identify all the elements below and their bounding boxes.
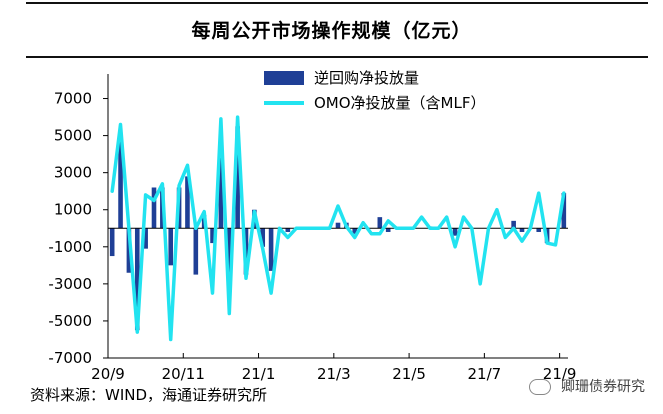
x-tick-label: 20/11 bbox=[162, 365, 205, 383]
bar-mark bbox=[185, 176, 190, 229]
legend-label-line: OMO净投放量（含MLF） bbox=[314, 94, 486, 112]
bar-mark bbox=[452, 228, 458, 236]
title-bar: 每周公开市场操作规模（亿元） bbox=[0, 0, 663, 58]
bar-mark bbox=[109, 228, 115, 257]
bar-mark bbox=[377, 217, 383, 229]
bar-mark bbox=[118, 141, 123, 229]
bar-mark bbox=[511, 220, 516, 229]
chart-plot: 7000 5000 3000 1000 -1000 -3000 -5000 -700020/9… bbox=[48, 74, 577, 383]
x-tick-label: 20/9 bbox=[91, 365, 125, 383]
legend-item-bars: 逆回购净投放量 bbox=[264, 68, 464, 88]
x-tick-label: 21/3 bbox=[317, 365, 351, 383]
bar-mark bbox=[143, 228, 148, 249]
chart-title: 每周公开市场操作规模（亿元） bbox=[191, 20, 472, 42]
bar-mark bbox=[335, 222, 341, 229]
bar-mark bbox=[385, 228, 391, 232]
bar-mark bbox=[268, 228, 274, 271]
title-bottom-rule bbox=[26, 56, 648, 58]
bar-mark bbox=[134, 228, 140, 331]
y-tick-label: 7000 bbox=[54, 90, 92, 108]
bar-mark bbox=[260, 228, 266, 247]
bar-mark bbox=[218, 157, 224, 229]
bar-mark bbox=[519, 228, 525, 232]
legend-label-bars: 逆回购净投放量 bbox=[314, 69, 420, 87]
source-footnote: 资料来源：WIND，海通证券研究所 bbox=[30, 386, 268, 404]
y-tick-label: -7000 bbox=[48, 349, 92, 367]
y-tick-label: -5000 bbox=[48, 312, 92, 330]
bar-mark bbox=[352, 228, 358, 234]
x-tick-label: 21/5 bbox=[392, 365, 426, 383]
x-tick-label: 21/7 bbox=[468, 365, 502, 383]
y-tick-label: 1000 bbox=[54, 201, 92, 219]
bar-mark bbox=[536, 228, 542, 232]
y-tick-label: 3000 bbox=[54, 164, 92, 182]
bar-mark bbox=[151, 187, 157, 229]
watermark: 卿珊债券研究 bbox=[528, 376, 645, 398]
bar-mark bbox=[561, 193, 567, 229]
bar-mark bbox=[126, 228, 132, 273]
y-tick-label: -3000 bbox=[48, 275, 92, 293]
legend-swatch-line bbox=[264, 101, 304, 105]
bar-mark bbox=[235, 126, 240, 229]
bar-mark bbox=[285, 228, 291, 232]
bar-mark bbox=[210, 228, 215, 244]
x-tick-label: 21/1 bbox=[242, 365, 276, 383]
x-tick-label: 21/9 bbox=[543, 365, 577, 383]
watermark-text: 卿珊债券研究 bbox=[561, 379, 645, 395]
y-tick-label: 5000 bbox=[54, 127, 92, 145]
title-top-rule bbox=[26, 2, 648, 4]
omo-line-series bbox=[110, 115, 566, 342]
y-tick-label: -1000 bbox=[48, 238, 92, 256]
bar-mark bbox=[226, 228, 232, 284]
bar-mark bbox=[168, 228, 174, 266]
wechat-icon bbox=[528, 379, 551, 395]
legend-swatch-bar bbox=[264, 71, 304, 85]
bar-mark bbox=[193, 228, 199, 275]
legend-item-line: OMO净投放量（含MLF） bbox=[264, 93, 564, 113]
